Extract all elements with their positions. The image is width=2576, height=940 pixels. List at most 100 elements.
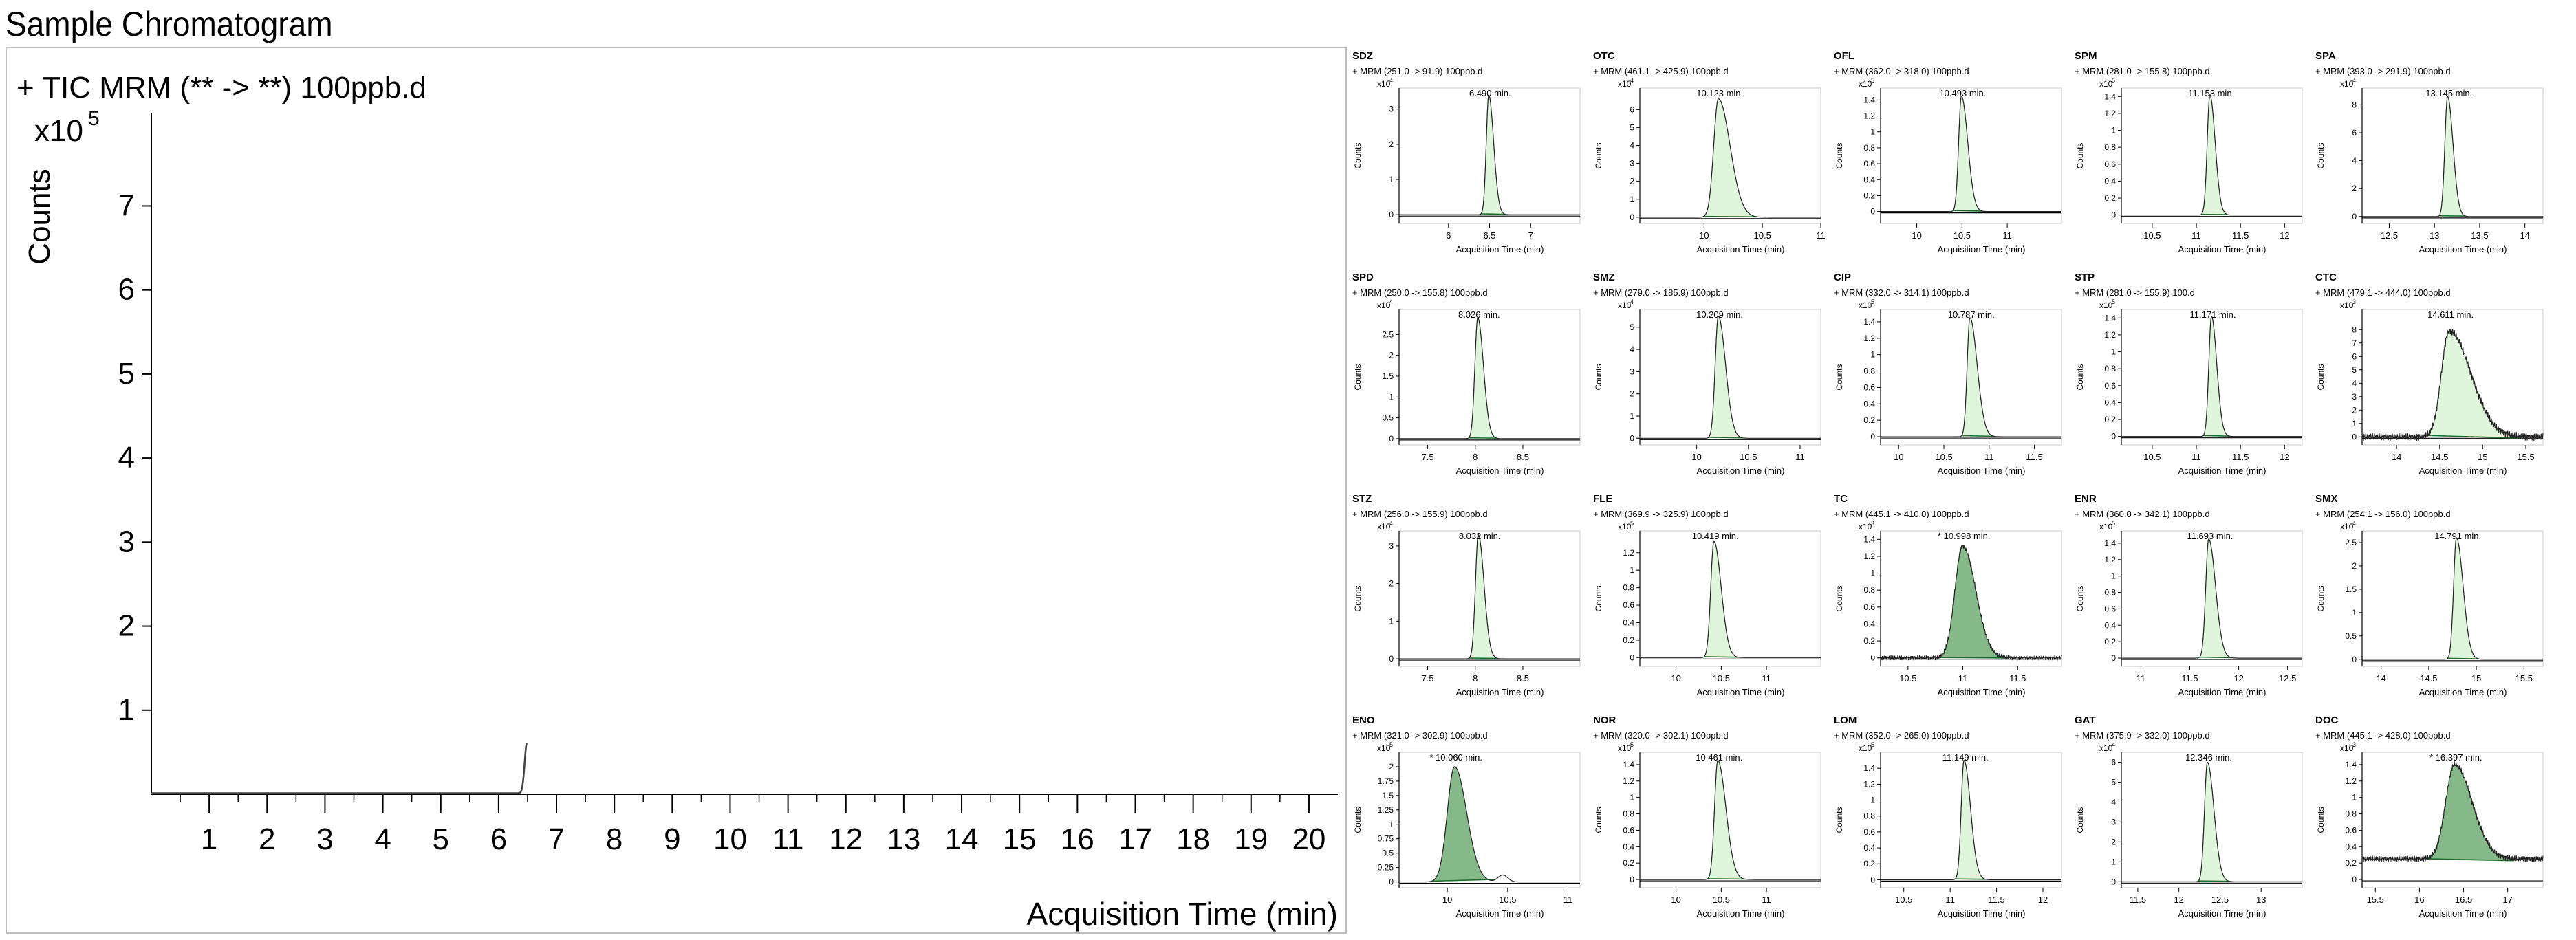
tic-y-tick-label: 4 xyxy=(118,441,135,474)
mrm-y-label: Counts xyxy=(2075,142,2085,168)
mrm-peak-fill xyxy=(2426,761,2515,862)
mrm-x-tick-label: 14.5 xyxy=(2420,673,2437,684)
mrm-y-tick-label: 1 xyxy=(2111,347,2116,357)
mrm-x-tick-label: 14.5 xyxy=(2431,452,2448,462)
mrm-panel-title: STP xyxy=(2075,272,2095,283)
mrm-panel-title: LOM xyxy=(1834,714,1857,726)
tic-chart-panel: + TIC MRM (** -> **) 100ppb.d x10 5 Counts 1… xyxy=(6,47,1347,934)
mrm-y-exponent: x10 xyxy=(1377,743,1391,753)
mrm-y-tick-label: 2 xyxy=(1389,351,1394,360)
mrm-retention-label: * 16.397 min. xyxy=(2429,752,2482,763)
mrm-y-tick-label: 2 xyxy=(1630,177,1634,186)
mrm-y-tick-label: 1 xyxy=(2111,126,2116,135)
mrm-x-tick-label: 10.5 xyxy=(1895,895,1912,905)
mrm-peak-fill xyxy=(1468,317,1497,439)
tic-x-tick-label: 16 xyxy=(1061,822,1094,856)
mrm-x-tick-label: 11.5 xyxy=(2181,673,2198,684)
mrm-y-label: Counts xyxy=(1594,807,1603,833)
mrm-peak-baseline xyxy=(2202,435,2230,437)
mrm-x-tick-label: 12.5 xyxy=(2279,673,2296,684)
mrm-y-label: Counts xyxy=(1594,585,1603,611)
mrm-y-tick-label: 1.4 xyxy=(1863,317,1875,327)
mrm-y-label: Counts xyxy=(1353,807,1363,833)
mrm-y-tick-label: 0.2 xyxy=(1863,415,1875,425)
mrm-y-tick-label: 4 xyxy=(2111,797,2116,807)
mrm-y-tick-label: 0.4 xyxy=(2104,397,2116,407)
mrm-y-tick-label: 1 xyxy=(1630,793,1634,802)
mrm-peak-fill xyxy=(1938,545,2009,659)
mrm-y-label: Counts xyxy=(2075,364,2085,390)
mrm-x-tick-label: 11 xyxy=(1945,895,1955,905)
mrm-trace xyxy=(1399,766,1580,883)
mrm-panel-title: SPD xyxy=(1352,272,1374,283)
mrm-panel-subtitle: + MRM (281.0 -> 155.8) 100ppb.d xyxy=(2075,66,2210,76)
mrm-plot-frame xyxy=(1639,530,1821,667)
mrm-panel-subtitle: + MRM (321.0 -> 302.9) 100ppb.d xyxy=(1352,730,1488,741)
mrm-x-tick-label: 15.5 xyxy=(2517,452,2534,462)
mrm-y-exponent: x10 xyxy=(1859,743,1872,753)
mrm-peak-baseline xyxy=(1469,437,1497,439)
mrm-y-tick-label: 0.2 xyxy=(2345,858,2357,868)
tic-x-tick-label: 18 xyxy=(1176,822,1210,856)
mrm-y-label: Counts xyxy=(2316,364,2326,390)
mrm-y-tick-label: 2 xyxy=(2352,184,2357,193)
mrm-y-tick-label: 0.6 xyxy=(1623,825,1634,835)
mrm-y-tick-label: 0.8 xyxy=(1863,367,1875,376)
mrm-y-tick-label: 0.4 xyxy=(2345,842,2357,851)
mrm-x-tick-label: 10.5 xyxy=(1740,452,1757,462)
mrm-x-tick-label: 10 xyxy=(1691,452,1701,462)
mrm-peak-baseline xyxy=(2426,858,2514,862)
tic-x-tick-label: 15 xyxy=(1003,822,1037,856)
mrm-x-tick-label: 11 xyxy=(1958,673,1968,684)
mrm-y-label: Counts xyxy=(1594,142,1603,168)
mrm-x-tick-label: 11 xyxy=(1563,895,1573,905)
mrm-y-tick-label: 1 xyxy=(1870,350,1875,360)
mrm-peak-fill xyxy=(2447,537,2479,659)
mrm-y-label: Counts xyxy=(1834,364,1844,390)
mrm-y-exponent: x10 xyxy=(1859,522,1872,532)
mrm-y-tick-label: 0.75 xyxy=(1378,834,1394,844)
mrm-y-tick-label: 1.5 xyxy=(2345,584,2357,594)
mrm-retention-label: 11.149 min. xyxy=(1942,752,1989,763)
mrm-x-label: Acquisition Time (min) xyxy=(1456,687,1544,697)
mrm-y-tick-label: 0.2 xyxy=(1863,636,1875,646)
mrm-peak-baseline xyxy=(2424,435,2522,439)
mrm-y-tick-label: 8 xyxy=(2352,100,2357,109)
mrm-x-tick-label: 12.5 xyxy=(2211,895,2229,905)
mrm-trace xyxy=(2362,537,2543,660)
mrm-x-tick-label: 10 xyxy=(1671,673,1680,684)
mrm-panel-title: SDZ xyxy=(1352,50,1373,62)
mrm-y-exponent-power: 4 xyxy=(1630,298,1634,305)
mrm-x-tick-label: 8.5 xyxy=(1517,452,1529,462)
mrm-y-tick-label: 0.8 xyxy=(2104,142,2116,152)
tic-x-tick-label: 1 xyxy=(201,822,217,856)
mrm-peak-fill xyxy=(1703,540,1739,658)
mrm-x-label: Acquisition Time (min) xyxy=(1697,908,1785,919)
mrm-y-tick-label: 0 xyxy=(1389,877,1394,887)
mrm-trace xyxy=(1881,759,2061,880)
mrm-y-exponent: x10 xyxy=(1377,522,1391,532)
mrm-x-tick-label: 10.5 xyxy=(1899,673,1916,684)
mrm-x-label: Acquisition Time (min) xyxy=(1938,466,2026,476)
mrm-y-tick-label: 1 xyxy=(1870,127,1875,137)
mrm-x-tick-label: 7 xyxy=(1528,230,1533,241)
mrm-x-tick-label: 13 xyxy=(2429,230,2439,241)
mrm-y-tick-label: 2 xyxy=(1389,579,1394,589)
mrm-trace xyxy=(2121,94,2302,216)
tic-x-tick-label: 7 xyxy=(548,822,565,856)
mrm-x-tick-label: 7.5 xyxy=(1421,673,1433,684)
mrm-peak-baseline xyxy=(1953,210,1983,212)
mrm-x-label: Acquisition Time (min) xyxy=(2178,908,2266,919)
mrm-y-tick-label: 0.4 xyxy=(1863,399,1875,408)
mrm-y-tick-label: 0.4 xyxy=(1863,175,1875,184)
mrm-y-tick-label: 1 xyxy=(2352,419,2357,428)
mrm-panel-subtitle: + MRM (256.0 -> 155.9) 100ppb.d xyxy=(1352,509,1488,519)
mrm-y-exponent: x10 xyxy=(2340,300,2354,310)
mrm-panel-title: ENO xyxy=(1352,714,1375,726)
mrm-x-tick-label: 15 xyxy=(2471,673,2481,684)
mrm-peak-fill xyxy=(1702,98,1758,217)
mrm-trace xyxy=(1399,317,1580,439)
mrm-y-tick-label: 4 xyxy=(1630,345,1634,354)
